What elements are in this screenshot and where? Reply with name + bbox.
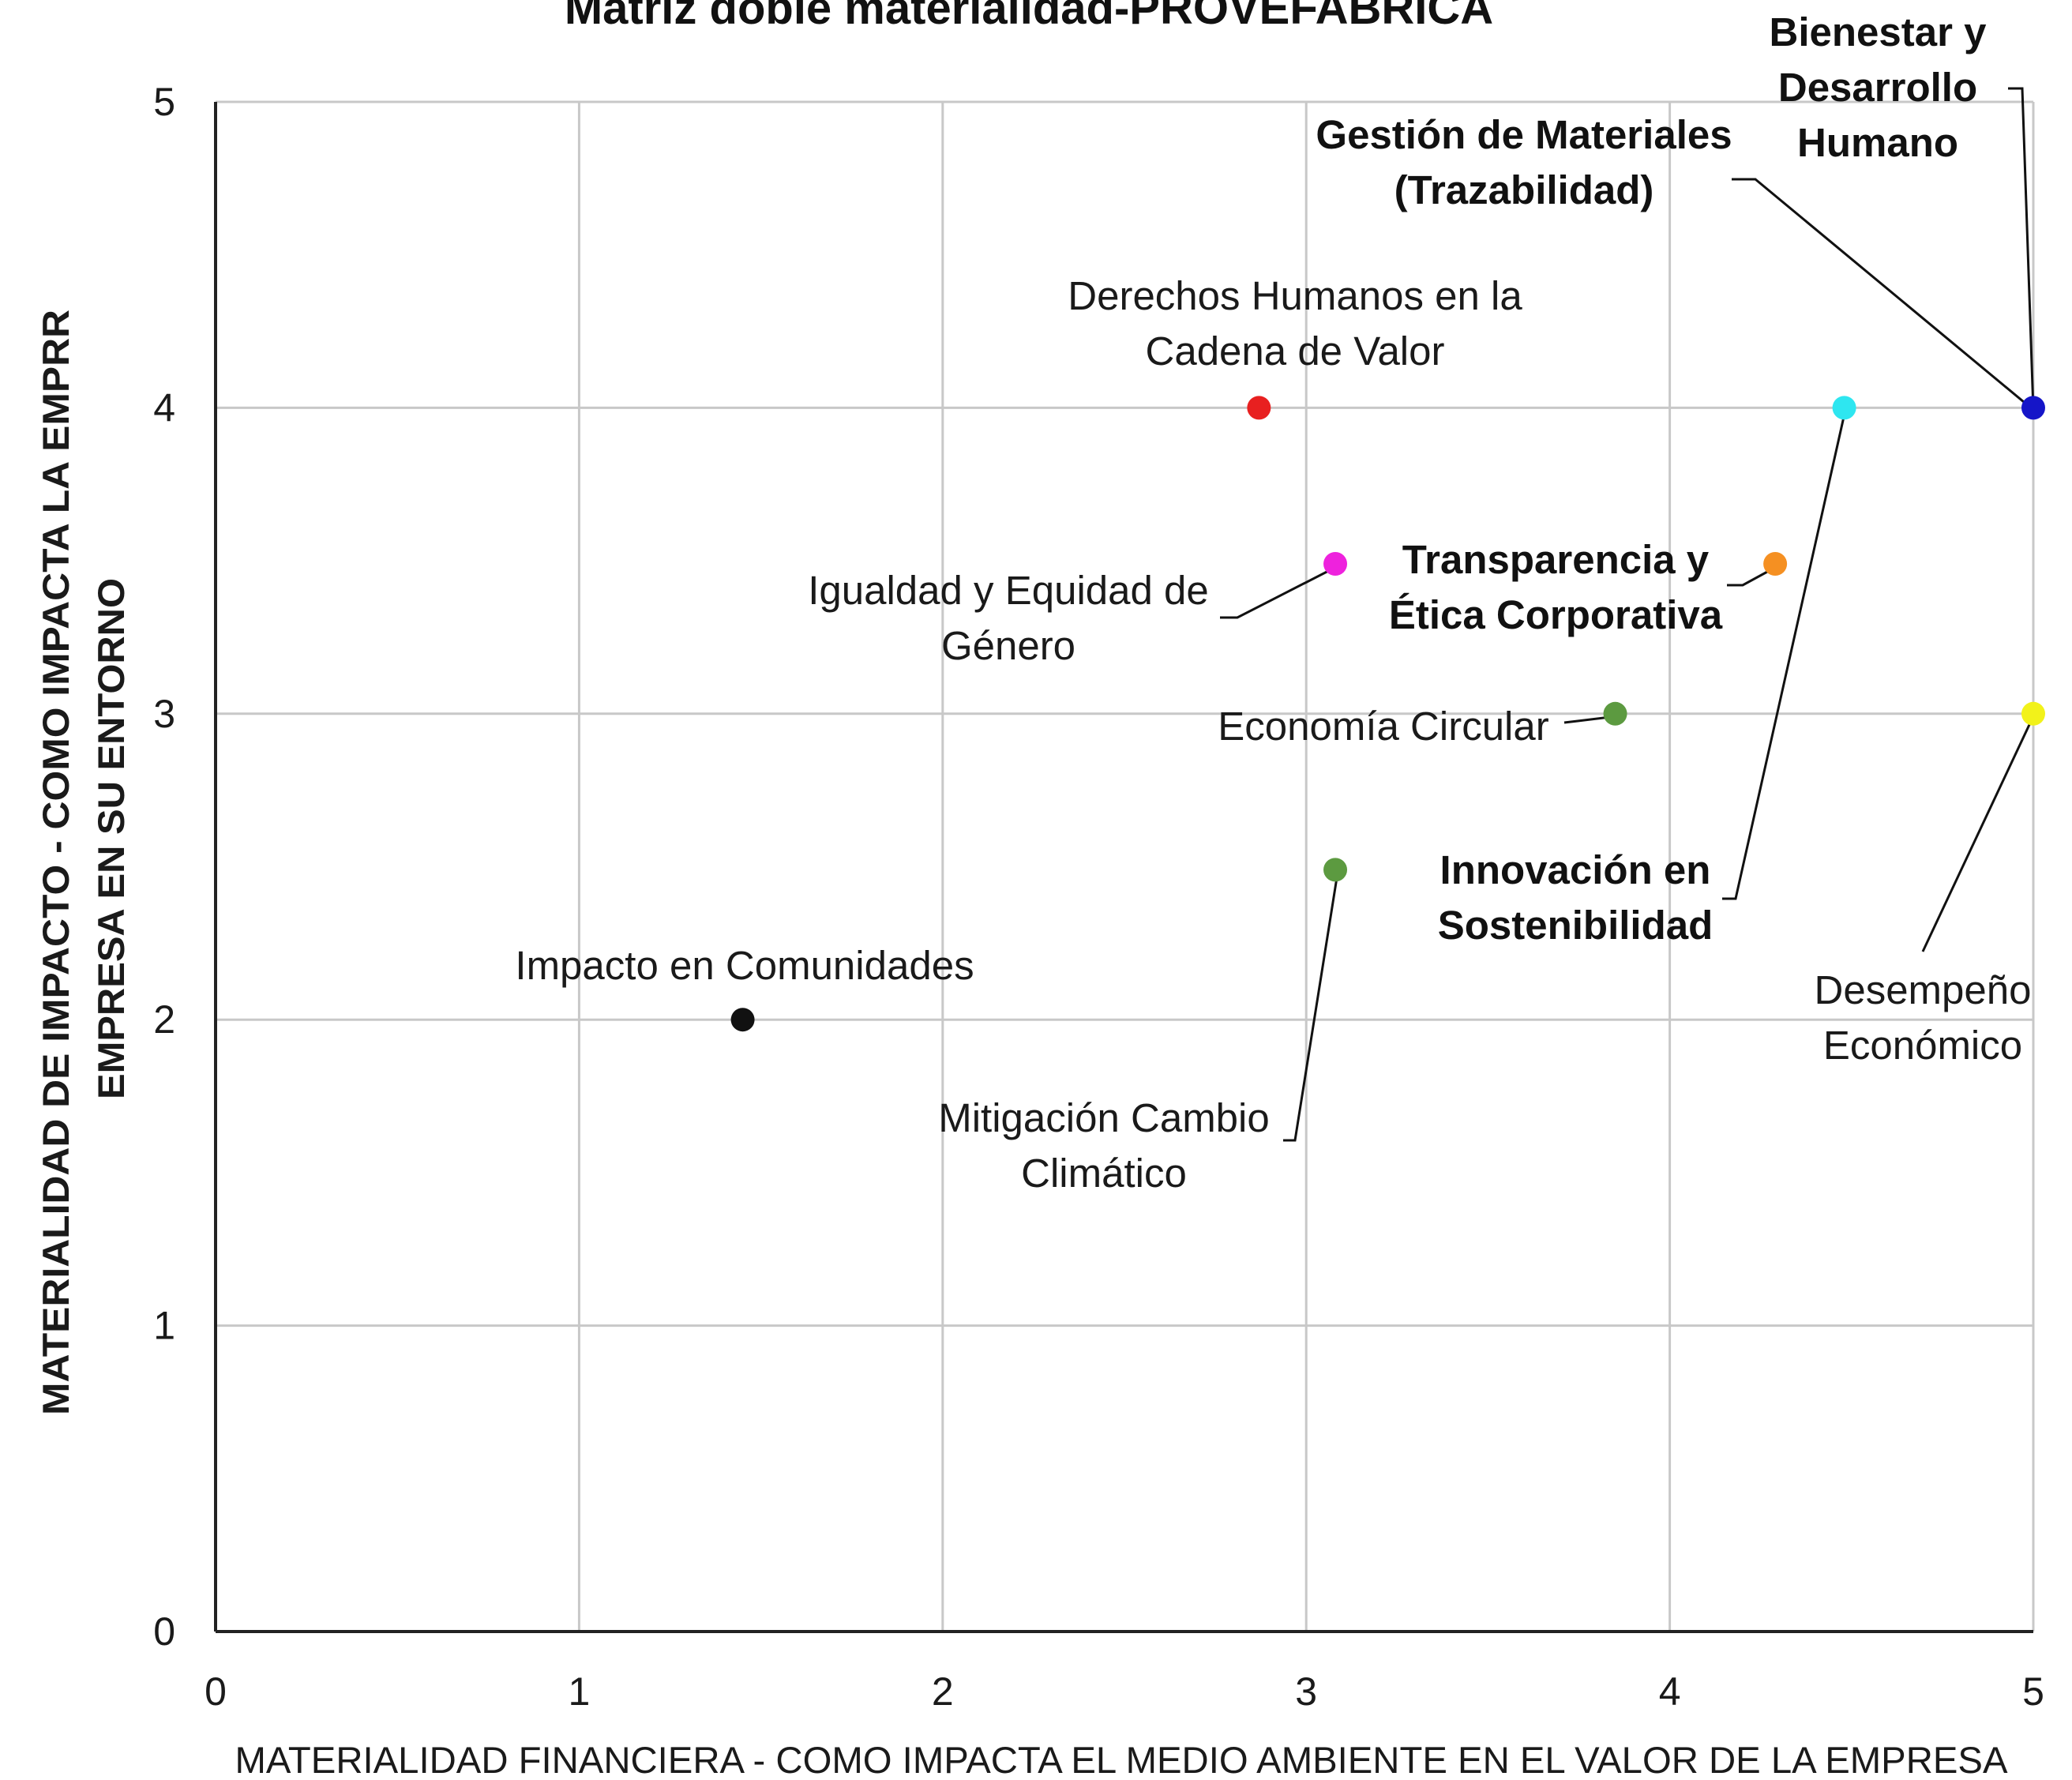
point-label-line: Climático: [1021, 1151, 1187, 1196]
point-label-line: Impacto en Comunidades: [515, 943, 974, 988]
point-label-line: Bienestar y: [1770, 9, 1988, 54]
point-label-line: Transparencia y: [1402, 537, 1710, 582]
axes: [214, 102, 2033, 1633]
y-tick-label: 3: [153, 692, 175, 736]
point-label-line: Innovación en: [1440, 847, 1711, 892]
data-point: [1247, 396, 1271, 420]
point-label-line: (Trazabilidad): [1394, 167, 1654, 212]
data-points: [730, 396, 2045, 1032]
y-tick-label: 0: [153, 1609, 175, 1654]
data-point: [730, 1008, 755, 1032]
point-label-line: Mitigación Cambio: [938, 1095, 1270, 1140]
x-tick-label: 3: [1295, 1669, 1317, 1714]
x-tick-label: 2: [932, 1669, 954, 1714]
point-label: Derechos Humanos en la Cadena de Valor: [1068, 273, 1522, 374]
y-tick-label: 2: [153, 997, 175, 1042]
leader-line: [1563, 715, 1618, 724]
point-label-line: Igualdad y Equidad de: [808, 568, 1209, 613]
point-label: Mitigación Cambio Climático: [938, 1095, 1270, 1196]
point-label: Gestión de Materiales (Trazabilidad): [1316, 112, 1732, 212]
y-axis-title-line-2: EMPRESA EN SU ENTORNO: [90, 578, 132, 1099]
y-axis-title-line-1: MATERIALIDAD DE IMPACTO - COMO IMPACTA L…: [35, 310, 77, 1415]
point-label: Igualdad y Equidad de Género: [808, 568, 1209, 668]
x-tick-label: 5: [2022, 1669, 2044, 1714]
data-point: [1603, 701, 1627, 726]
point-label: Transparencia y Ética Corporativa: [1389, 537, 1723, 637]
point-label-line: Economía Circular: [1218, 704, 1548, 749]
x-tick-label: 1: [568, 1669, 590, 1714]
leader-line: [1220, 565, 1338, 619]
point-label-line: Económico: [1823, 1023, 2022, 1068]
point-label-line: Desarrollo: [1778, 65, 1977, 110]
point-label-line: Desempeño: [1815, 967, 2032, 1012]
point-label: Bienestar y Desarrollo Humano: [1770, 9, 1988, 165]
data-point: [1323, 858, 1348, 882]
data-point: [2021, 396, 2045, 420]
point-label-line: Sostenibilidad: [1438, 903, 1714, 948]
x-tick-label: 4: [1659, 1669, 1681, 1714]
y-axis-title: MATERIALIDAD DE IMPACTO - COMO IMPACTA L…: [35, 310, 132, 1415]
x-axis-title: MATERIALIDAD FINANCIERA - COMO IMPACTA E…: [235, 1739, 2009, 1780]
leader-line: [2008, 87, 2035, 411]
x-tick-label: 0: [205, 1669, 227, 1714]
y-tick-label: 4: [153, 385, 175, 430]
point-label: Desempeño Económico: [1815, 967, 2032, 1068]
point-label: Economía Circular: [1218, 704, 1548, 749]
point-label-line: Humano: [1797, 120, 1958, 165]
data-point: [1763, 551, 1788, 576]
data-point: [2021, 701, 2045, 726]
y-tick-label: 5: [153, 80, 175, 124]
point-label-line: Derechos Humanos en la: [1068, 273, 1522, 318]
leader-line: [1283, 872, 1339, 1142]
tick-labels: 0 1 2 3 4 5 0 1 2 3 4 5: [153, 80, 2044, 1714]
point-labels: Bienestar y Desarrollo Humano Gestión de Ma…: [515, 9, 2031, 1196]
point-label-line: Ética Corporativa: [1389, 592, 1723, 637]
y-tick-label: 1: [153, 1304, 175, 1348]
point-label-line: Cadena de Valor: [1146, 329, 1445, 374]
data-point: [1323, 551, 1348, 576]
data-point: [1832, 396, 1856, 420]
chart-title: Matriz doble materialidad-PROVEFABRICA: [565, 0, 1493, 34]
point-label: Innovación en Sostenibilidad: [1438, 847, 1714, 948]
point-label-line: Género: [941, 623, 1075, 668]
grid: [216, 100, 2035, 1632]
leader-line: [1921, 715, 2035, 952]
leader-line: [1727, 565, 1778, 587]
leader-line: [1732, 178, 2034, 411]
leader-lines: [1220, 87, 2035, 1142]
leader-line: [1722, 409, 1847, 900]
point-label-line: Gestión de Materiales: [1316, 112, 1732, 157]
point-label: Impacto en Comunidades: [515, 943, 974, 988]
